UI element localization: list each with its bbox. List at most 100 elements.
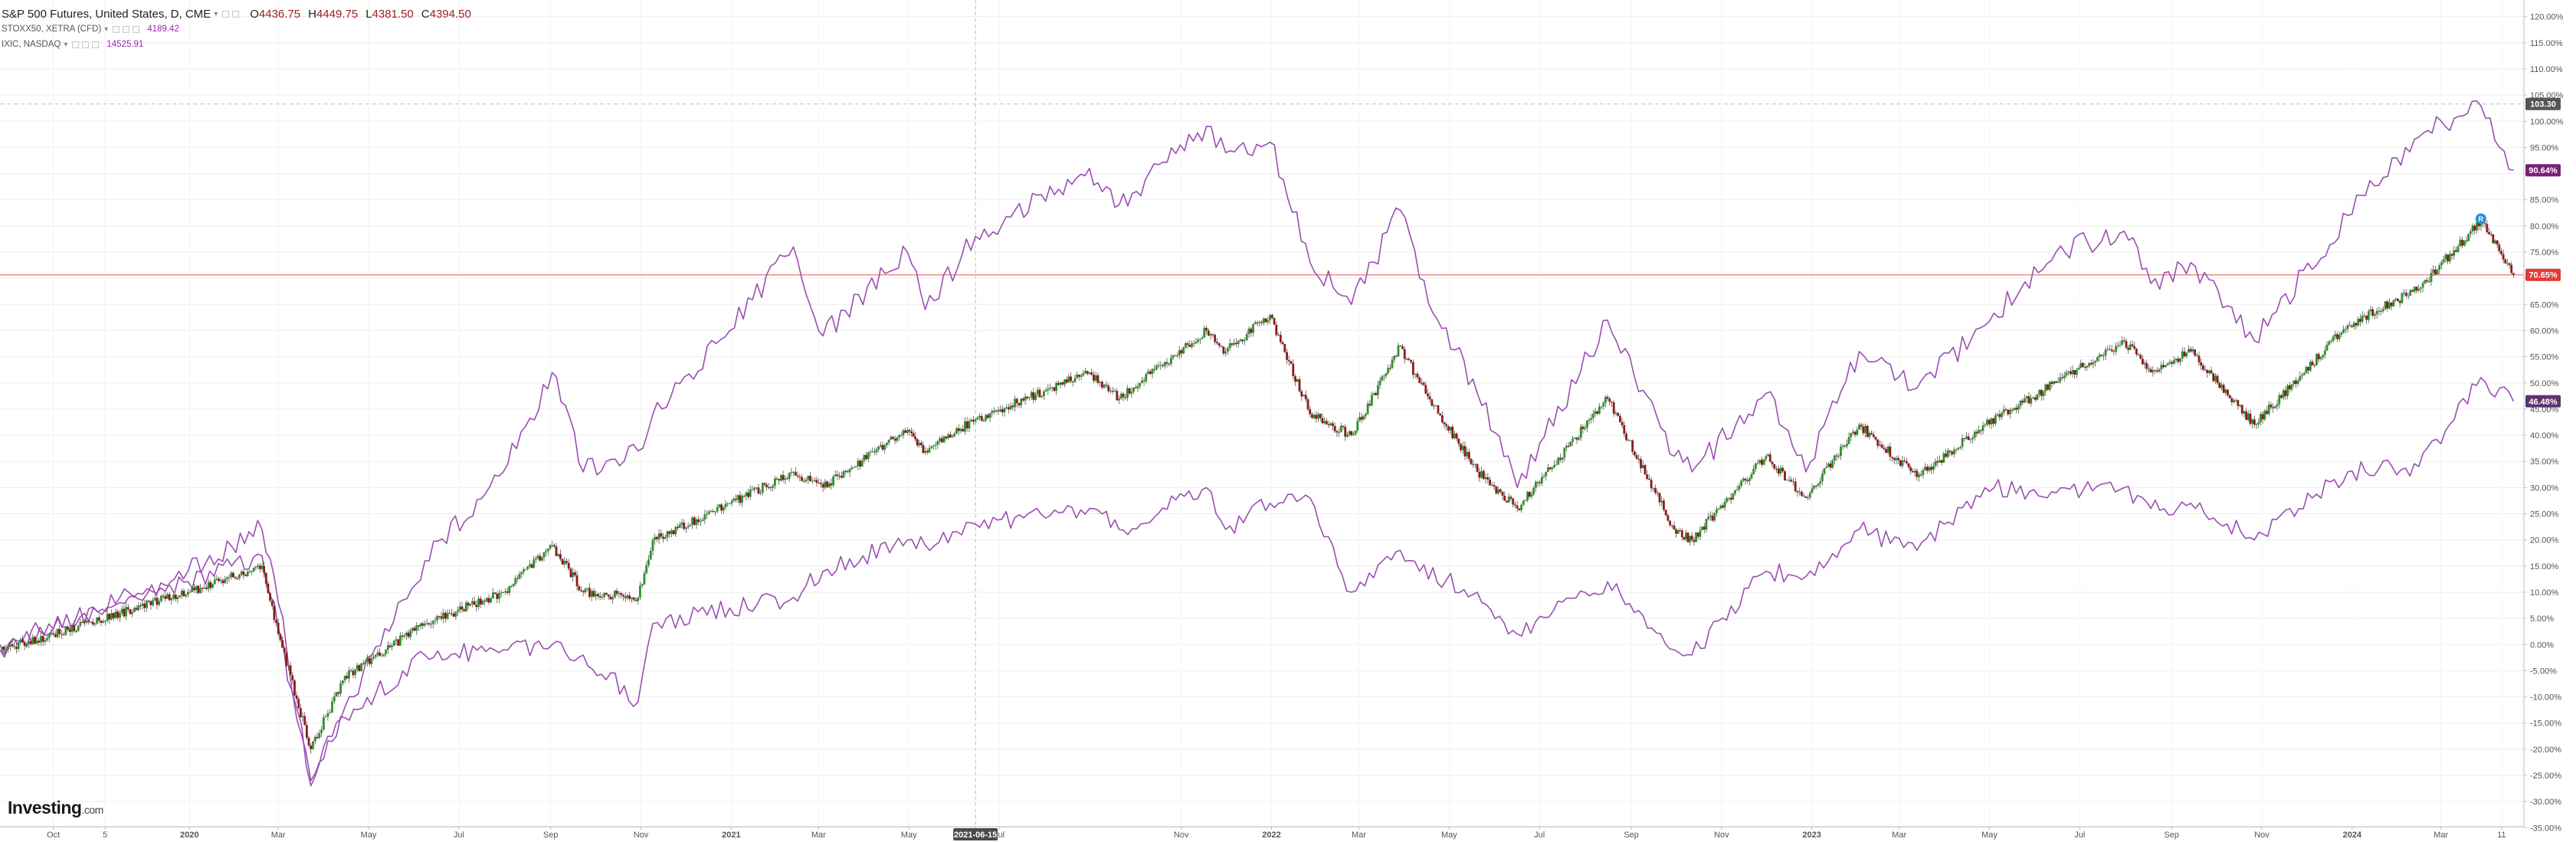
candle-body <box>1575 437 1578 440</box>
candle-body <box>1530 494 1533 497</box>
settings-square-icon[interactable] <box>123 25 130 33</box>
candle-body <box>1740 480 1742 487</box>
y-tick-label: 75.00% <box>2530 248 2559 257</box>
candle-body <box>8 644 11 647</box>
candle-body <box>2453 250 2456 256</box>
comparison-row-stoxx[interactable]: STOXX50, XETRA (CFD) ▾ 4189.42 <box>2 21 471 37</box>
comparison-symbol-ixic[interactable]: IXIC, NASDAQ <box>2 40 61 49</box>
candle-body <box>1391 359 1394 369</box>
candle-body <box>637 597 640 601</box>
main-symbol-row[interactable]: S&P 500 Futures, United States, D, CME ▾… <box>2 6 471 21</box>
candle-body <box>352 670 355 676</box>
chevron-down-icon[interactable]: ▾ <box>104 25 109 34</box>
candle-body <box>1796 491 1799 493</box>
candle-body <box>1729 497 1732 500</box>
event-marker: R <box>2475 213 2486 224</box>
candle-body <box>2177 359 2180 362</box>
candle-body <box>139 605 142 607</box>
candle-body <box>481 601 484 605</box>
candle-body <box>1003 408 1006 413</box>
candle-body <box>1909 467 1912 471</box>
candle-body <box>1180 350 1183 354</box>
candle-body <box>974 419 977 422</box>
candle-body <box>2004 409 2007 411</box>
candle-body <box>1627 440 1630 441</box>
candle-body <box>2185 352 2188 356</box>
candle-body <box>1281 342 1284 344</box>
candle-body <box>1247 328 1250 335</box>
series-layer <box>0 100 2515 787</box>
candle-body <box>755 487 758 489</box>
candle-body <box>305 725 308 738</box>
candle-body <box>697 519 700 523</box>
candle-body <box>425 623 428 624</box>
x-tick-label: 2021 <box>722 831 740 840</box>
candle-body <box>565 561 568 563</box>
candle-body <box>1584 428 1587 430</box>
candle-body <box>714 511 716 513</box>
visibility-toggle-icon[interactable] <box>113 25 120 33</box>
candle-body <box>1524 500 1527 502</box>
candle-body <box>1 646 4 650</box>
candle-body <box>46 637 48 641</box>
candle-body <box>263 565 266 573</box>
candle-body <box>614 591 616 598</box>
candle-body <box>1886 446 1889 453</box>
candle-body <box>805 480 808 482</box>
candle-body <box>322 717 325 730</box>
candle-body <box>1872 434 1875 437</box>
candle-body <box>1850 433 1853 437</box>
candle-body <box>1852 431 1854 434</box>
candle-body <box>1880 444 1883 448</box>
candle-body <box>2152 370 2155 373</box>
candle-body <box>980 415 983 421</box>
candle-body <box>1808 493 1811 498</box>
candle-body <box>70 624 74 632</box>
candle-body <box>588 588 591 598</box>
candle-body <box>641 584 644 586</box>
candle-body <box>1368 404 1372 406</box>
chevron-down-icon[interactable]: ▾ <box>214 9 218 18</box>
close-square-icon[interactable] <box>92 41 100 48</box>
candle-body <box>1136 386 1139 388</box>
visibility-toggle-icon[interactable] <box>222 10 230 18</box>
candle-body <box>1790 480 1793 482</box>
comparison-row-ixic[interactable]: IXIC, NASDAQ ▾ 14525.91 <box>2 37 471 52</box>
settings-square-icon[interactable] <box>232 10 240 18</box>
candle-body <box>514 578 517 585</box>
candle-body <box>225 577 228 580</box>
candle-body <box>1224 351 1227 354</box>
candle-body <box>1658 493 1661 503</box>
candle-body <box>129 609 132 614</box>
candle-body <box>2401 293 2404 303</box>
candle-body <box>1311 414 1313 418</box>
chevron-down-icon[interactable]: ▾ <box>64 40 68 49</box>
candle-body <box>179 595 181 598</box>
candle-body <box>780 474 782 481</box>
comparison-symbol-stoxx[interactable]: STOXX50, XETRA (CFD) <box>2 25 102 34</box>
candle-body <box>11 644 14 647</box>
event-marker-icon[interactable] <box>2475 213 2486 224</box>
candle-body <box>2450 254 2453 256</box>
main-symbol-title[interactable]: S&P 500 Futures, United States, D, CME <box>2 7 211 21</box>
candle-body <box>691 517 693 526</box>
y-tick-label: 120.00% <box>2530 13 2564 22</box>
settings-square-icon[interactable] <box>82 41 90 48</box>
candle-body <box>1705 519 1708 530</box>
candle-body <box>1140 380 1143 383</box>
candle-body <box>1817 483 1820 487</box>
candle-body <box>1009 405 1012 410</box>
series-line-stoxx <box>0 377 2515 781</box>
candle-body <box>2447 254 2450 262</box>
candle-body <box>1868 433 1871 437</box>
candle-body <box>2038 389 2041 395</box>
visibility-toggle-icon[interactable] <box>72 41 80 48</box>
close-square-icon[interactable] <box>133 25 140 33</box>
candle-body <box>1781 467 1785 472</box>
candle-body <box>1080 375 1083 377</box>
candle-body <box>2166 363 2169 365</box>
candle-body <box>1174 355 1177 356</box>
candle-body <box>904 430 906 433</box>
